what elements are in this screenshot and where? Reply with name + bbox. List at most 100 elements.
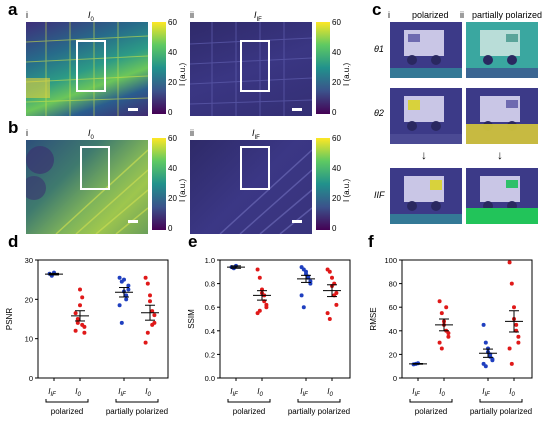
roi-box-a-ii [240,40,270,92]
data-point [73,311,78,316]
data-point [301,305,306,310]
image-c-partial-theta1 [466,22,538,78]
data-point [516,334,521,339]
title-a-i0: I0 [88,10,94,23]
y-tick-label: 0.6 [205,303,215,312]
data-point [446,334,451,339]
data-point [78,287,82,292]
y-tick-label: 0 [393,374,397,383]
data-point [444,305,449,310]
colorbar-title: I (a.u.) [342,62,351,86]
x-tick-label: IIF [300,387,308,398]
arrow-down-icon: ↓ [421,148,427,162]
data-point [304,269,308,274]
colorbar-tick: 20 [168,78,177,87]
data-point [75,317,80,321]
data-point [143,340,148,345]
image-c-partial-iif [466,168,538,224]
data-point [124,293,129,298]
data-point [143,275,148,280]
colorbar-tick: 40 [168,48,177,57]
data-point [152,313,157,318]
image-c-polarized-theta2 [390,88,462,144]
data-point [150,309,155,314]
data-point [124,297,129,302]
group-bracket [297,399,341,403]
image-c-polarized-theta1 [390,22,462,78]
data-point [483,364,488,369]
data-point [126,287,131,292]
data-point [122,277,126,282]
data-point [490,357,495,362]
data-point [330,275,334,280]
title-b-i0: I0 [88,128,94,141]
arrow-down-icon: ↓ [497,148,503,162]
y-axis-label: SSIM [187,309,196,329]
group-bracket [479,399,523,403]
plot-frame [37,259,169,379]
data-point [507,346,512,351]
x-tick-label: IIF [48,387,56,398]
data-point [299,293,304,298]
group-bracket [45,399,89,403]
subpanel-a-i: i [26,10,28,20]
y-tick-label: 100 [384,256,397,265]
y-tick-label: 0.8 [205,280,215,289]
data-point [148,293,152,298]
data-point [82,330,87,335]
y-tick-label: 1.0 [205,256,215,265]
roi-box-b-i [80,146,110,190]
colorbar-tick: 60 [332,18,341,27]
image-b-i0 [26,140,148,234]
colorbar-b-i [152,138,166,230]
x-tick-label: IIF [412,387,420,398]
y-tick-label: 0.2 [205,350,215,359]
roi-box-b-ii [240,146,270,190]
panel-label-e: e [188,232,198,251]
data-point [119,320,124,325]
x-tick-label: IIF [118,387,126,398]
group-bracket [115,399,159,403]
x-tick-label: IIF [482,387,490,398]
panel-label-c: c [372,0,382,19]
data-point [75,320,80,325]
chart-ssim: SSIM 0.0 0.2 0.4 0.6 0.8 1.0 IIF I0 IIF I0 polarize… [187,256,351,416]
colorbar-a-ii [316,22,330,114]
subpanel-a-ii: ii [190,10,194,20]
y-tick-label: 0.4 [205,327,215,336]
data-point [257,275,262,280]
colorbar-tick: 40 [332,164,341,173]
subpanel-b-i: i [26,128,28,138]
panel-label-a: a [8,0,18,19]
colorbar-title: I (a.u.) [178,178,187,202]
data-point [516,340,521,345]
data-point [514,322,519,327]
data-point [507,260,512,265]
y-axis-label: PSNR [5,308,14,330]
y-tick-label: 80 [389,280,397,289]
image-c-polarized-iif [390,168,462,224]
data-point [148,299,152,304]
scale-bar-b-ii [292,220,302,223]
chart-psnr: PSNR 0 10 20 30 IIF I0 IIF I0 polarized partially … [5,256,169,416]
data-point [334,302,339,307]
x-tick-label: I0 [75,387,81,398]
col-label-partially-polarized: partially polarized [472,10,543,20]
y-tick-label: 30 [25,256,33,265]
panel-label-f: f [368,232,374,251]
x-tick-label: IIF [230,387,238,398]
colorbar-tick: 40 [332,48,341,57]
colorbar-b-ii [316,138,330,230]
data-point [82,324,87,329]
subpanel-c-i: i [388,10,390,20]
data-point [437,340,442,345]
colorbar-tick: 0 [332,108,337,117]
group-label: partially polarized [106,407,168,416]
plot-frame [219,259,351,379]
data-point [152,320,157,325]
y-tick-label: 10 [25,335,33,344]
data-point [439,346,444,351]
scale-bar-a-i [128,108,138,111]
group-label: polarized [51,407,83,416]
data-point [264,305,269,310]
